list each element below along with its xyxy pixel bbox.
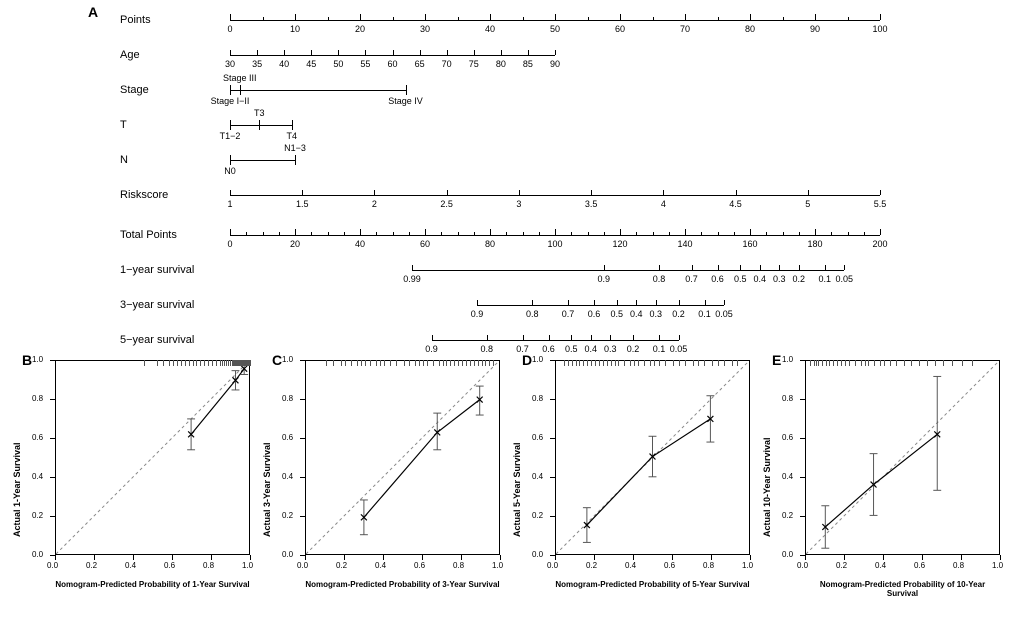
nomo-row-label: N (120, 154, 220, 166)
y-axis-label: Actual 5-Year Survival (512, 442, 522, 537)
nomo-row-label: Riskscore (120, 189, 220, 201)
nomo-row-label: Age (120, 49, 220, 61)
y-axis-label: Actual 10-Year Survival (762, 437, 772, 537)
nomo-row-label: 1−year survival (120, 264, 220, 276)
nomo-row-label: 5−year survival (120, 334, 220, 346)
plot-box (805, 360, 1000, 555)
calibration-plot-d: D0.00.00.20.20.40.40.60.60.80.81.01.0Act… (510, 350, 758, 615)
nomo-row-label: T (120, 119, 220, 131)
nomo-row-3-year-survival: 3−year survival0.90.80.70.60.50.40.30.20… (120, 297, 900, 327)
panel-label-b: B (22, 352, 32, 368)
plot-box (305, 360, 500, 555)
plot-box (555, 360, 750, 555)
nomo-row-label: Points (120, 14, 220, 26)
nomogram: Points0102030405060708090100Age303540455… (120, 2, 900, 342)
y-axis-label: Actual 3-Year Survival (262, 442, 272, 537)
nomo-row-label: 3−year survival (120, 299, 220, 311)
panel-label-a: A (88, 4, 98, 20)
nomo-row-t: TT1−2T3T4 (120, 117, 900, 147)
calibration-plot-b: B0.00.00.20.20.40.40.60.60.80.81.01.0Act… (10, 350, 258, 615)
nomo-row-total-points: Total Points020406080100120140160180200 (120, 227, 900, 257)
x-axis-label: Nomogram-Predicted Probability of 1-Year… (55, 580, 250, 589)
calibration-plot-e: E0.00.00.20.20.40.40.60.60.80.81.01.0Act… (760, 350, 1008, 615)
x-axis-label: Nomogram-Predicted Probability of 10-Yea… (805, 580, 1000, 598)
x-axis-label: Nomogram-Predicted Probability of 5-Year… (555, 580, 750, 589)
nomo-row-1-year-survival: 1−year survival0.990.90.80.70.60.50.40.3… (120, 262, 900, 292)
nomo-row-riskscore: Riskscore11.522.533.544.555.5 (120, 187, 900, 217)
nomo-row-stage: StageStage I−IIStage IIIStage IV (120, 82, 900, 112)
nomo-row-label: Total Points (120, 229, 220, 241)
panel-label-c: C (272, 352, 282, 368)
calibration-row: B0.00.00.20.20.40.40.60.60.80.81.01.0Act… (10, 350, 1010, 615)
y-axis-label: Actual 1-Year Survival (12, 442, 22, 537)
x-axis-label: Nomogram-Predicted Probability of 3-Year… (305, 580, 500, 589)
panel-label-d: D (522, 352, 532, 368)
nomo-row-n: NN0N1−3 (120, 152, 900, 182)
nomo-row-points: Points0102030405060708090100 (120, 12, 900, 42)
plot-box (55, 360, 250, 555)
nomo-row-label: Stage (120, 84, 220, 96)
panel-label-e: E (772, 352, 781, 368)
calibration-plot-c: C0.00.00.20.20.40.40.60.60.80.81.01.0Act… (260, 350, 508, 615)
